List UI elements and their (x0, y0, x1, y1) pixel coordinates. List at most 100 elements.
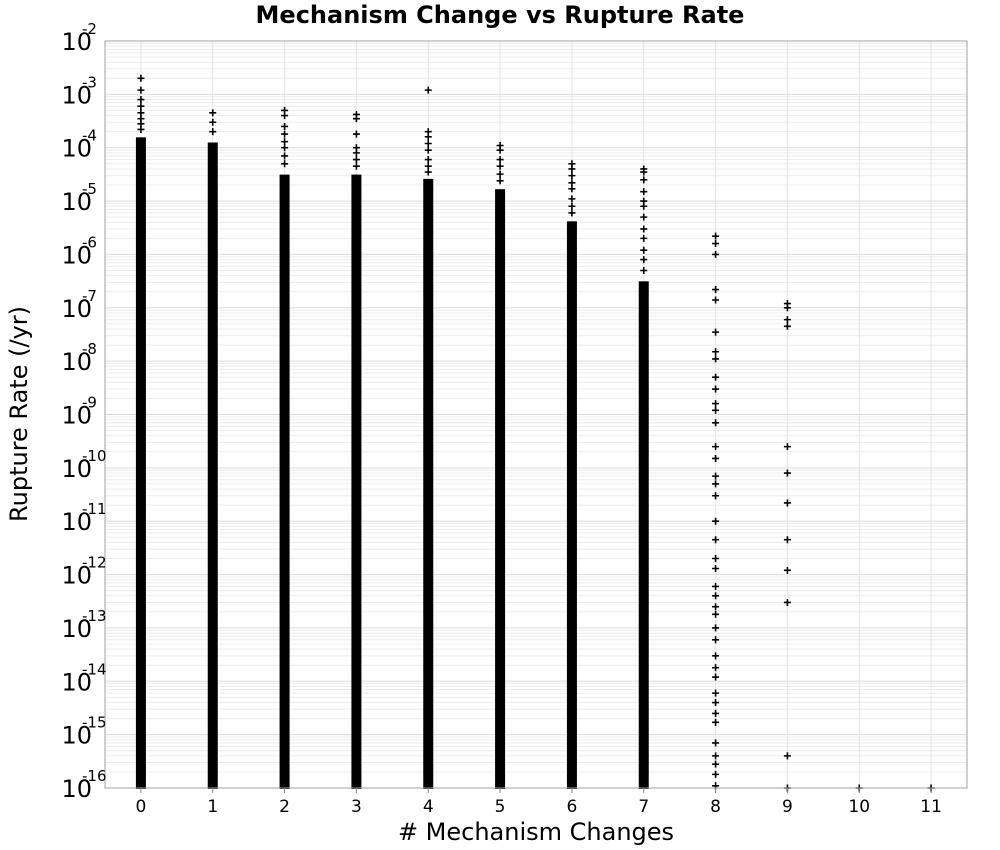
data-point (783, 752, 791, 760)
data-point (712, 555, 720, 563)
data-point (281, 160, 289, 168)
y-tick-base: 10 (61, 508, 92, 536)
y-tick-label: 10-14 (61, 660, 106, 696)
data-point (712, 760, 720, 768)
data-point (640, 202, 648, 210)
x-tick-label: 4 (423, 797, 434, 817)
data-point (568, 179, 576, 187)
y-tick-exponent: -5 (82, 180, 97, 198)
data-point (712, 400, 720, 408)
data-point (783, 566, 791, 574)
data-point (712, 592, 720, 600)
data-point (496, 162, 504, 170)
data-point (712, 472, 720, 480)
data-point (783, 443, 791, 451)
data-point (640, 168, 648, 176)
data-point (783, 304, 791, 312)
data-point (137, 74, 145, 82)
data-point (783, 499, 791, 507)
y-tick-label: 10-5 (61, 180, 97, 216)
data-point (712, 517, 720, 525)
data-point (352, 149, 360, 157)
data-point (568, 195, 576, 203)
y-tick-exponent: -8 (82, 340, 97, 358)
data-point (424, 168, 432, 176)
y-tick-exponent: -14 (82, 660, 107, 678)
data-point (783, 598, 791, 606)
y-tick-base: 10 (61, 775, 92, 803)
x-tick-label: 10 (848, 797, 870, 817)
data-point (712, 564, 720, 572)
data-point (712, 419, 720, 427)
y-tick-exponent: -6 (82, 233, 97, 251)
data-point (352, 130, 360, 138)
x-tick-label: 2 (279, 797, 290, 817)
data-point (209, 109, 217, 117)
y-tick-exponent: -4 (82, 127, 97, 145)
data-point (640, 266, 648, 274)
y-tick-label: 10-13 (61, 607, 106, 643)
y-tick-base: 10 (61, 562, 92, 590)
data-point (352, 156, 360, 164)
data-point (712, 232, 720, 240)
y-tick-label: 10-3 (61, 73, 97, 109)
dense-point-column (351, 174, 362, 790)
data-point (712, 652, 720, 660)
x-tick-label: 11 (920, 797, 942, 817)
data-point (712, 373, 720, 381)
y-tick-base: 10 (61, 28, 92, 56)
data-point (640, 188, 648, 196)
y-axis-label: Rupture Rate (/yr) (5, 306, 33, 522)
data-point (568, 209, 576, 217)
data-point (783, 469, 791, 477)
data-point (712, 286, 720, 294)
y-tick-exponent: -16 (82, 767, 107, 785)
y-tick-base: 10 (61, 81, 92, 109)
y-tick-label: 10-6 (61, 233, 97, 269)
data-point (783, 316, 791, 324)
y-tick-exponent: -7 (82, 287, 97, 305)
data-point (281, 130, 289, 138)
data-point (281, 152, 289, 160)
data-point (712, 443, 720, 451)
data-point (712, 250, 720, 258)
y-tick-label: 10-4 (61, 127, 97, 163)
x-axis-ticks: 0 1 2 3 4 5 6 7 8 9 10 11 (136, 788, 942, 817)
data-point (712, 240, 720, 248)
dense-point-column (135, 137, 146, 790)
y-tick-exponent: -15 (82, 714, 107, 732)
y-axis-ticks: 10-1610-1510-1410-1310-1210-1110-1010-91… (61, 20, 106, 803)
y-tick-label: 10-10 (61, 447, 106, 483)
data-points (137, 74, 935, 792)
y-tick-label: 10-8 (61, 340, 97, 376)
y-tick-label: 10-16 (61, 767, 106, 803)
data-point (640, 246, 648, 254)
chart-title: Mechanism Change vs Rupture Rate (256, 1, 745, 29)
data-point (712, 348, 720, 356)
data-point (568, 185, 576, 193)
data-point (424, 133, 432, 141)
data-point (352, 115, 360, 123)
data-point (424, 139, 432, 147)
data-point (640, 234, 648, 242)
data-point (496, 156, 504, 164)
y-tick-label: 10-2 (61, 20, 97, 56)
y-tick-base: 10 (61, 455, 92, 483)
data-point (640, 256, 648, 264)
y-tick-base: 10 (61, 348, 92, 376)
y-tick-base: 10 (61, 615, 92, 643)
x-axis-label: # Mechanism Changes (398, 818, 674, 846)
data-point (712, 770, 720, 778)
dense-point-column (207, 142, 218, 790)
x-tick-label: 3 (351, 797, 362, 817)
data-point (137, 125, 145, 133)
data-point (137, 86, 145, 94)
data-point (640, 213, 648, 221)
data-point (712, 699, 720, 707)
dense-point-column (638, 281, 649, 789)
data-point (712, 328, 720, 336)
y-tick-label: 10-12 (61, 554, 106, 590)
data-point (712, 673, 720, 681)
data-point (137, 102, 145, 110)
